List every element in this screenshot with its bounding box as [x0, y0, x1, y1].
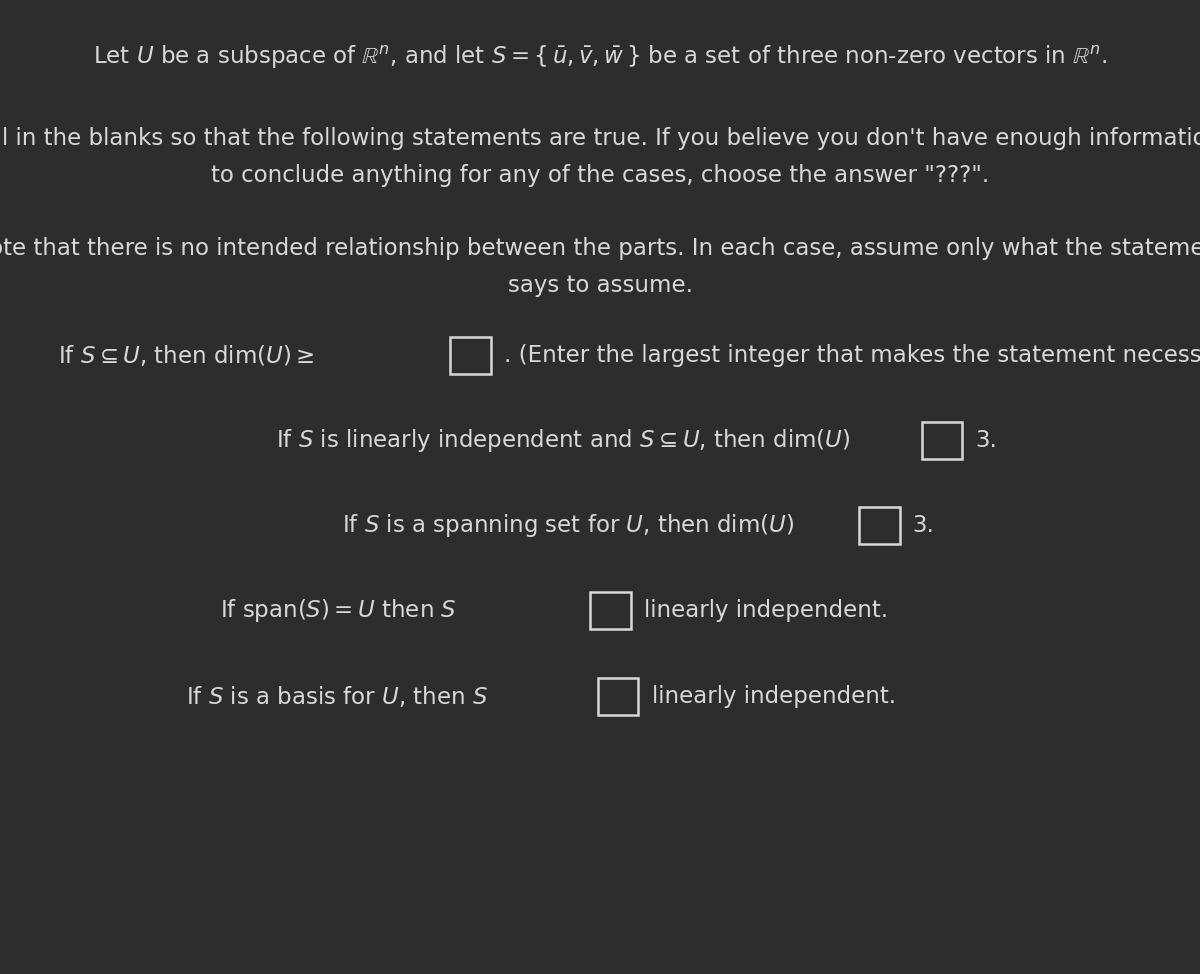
Text: If $S \subseteq U$, then $\mathrm{dim}(U) \geq$: If $S \subseteq U$, then $\mathrm{dim}(U…: [58, 343, 314, 368]
Text: to conclude anything for any of the cases, choose the answer "???".: to conclude anything for any of the case…: [211, 164, 989, 187]
Text: If $\mathrm{span}(S) = U$ then $S$: If $\mathrm{span}(S) = U$ then $S$: [220, 597, 456, 624]
Text: 3.: 3.: [912, 514, 934, 538]
FancyBboxPatch shape: [450, 337, 491, 374]
Text: 3.: 3.: [976, 429, 997, 452]
Text: If $S$ is linearly independent and $S \subseteq U$, then $\mathrm{dim}(U)$: If $S$ is linearly independent and $S \s…: [276, 427, 851, 454]
Text: says to assume.: says to assume.: [508, 274, 692, 297]
Text: Fill in the blanks so that the following statements are true. If you believe you: Fill in the blanks so that the following…: [0, 127, 1200, 150]
Text: linearly independent.: linearly independent.: [652, 685, 895, 708]
Text: . (Enter the largest integer that makes the statement necessarily true.): . (Enter the largest integer that makes …: [504, 344, 1200, 367]
FancyBboxPatch shape: [590, 592, 631, 629]
Text: linearly independent.: linearly independent.: [644, 599, 888, 622]
Text: If $S$ is a basis for $U$, then $S$: If $S$ is a basis for $U$, then $S$: [186, 684, 488, 709]
Text: If $S$ is a spanning set for $U$, then $\mathrm{dim}(U)$: If $S$ is a spanning set for $U$, then $…: [342, 512, 794, 540]
Text: Let $\mathit{U}$ be a subspace of $\mathbb{R}^n$, and let $\mathit{S} = \{\,\bar: Let $\mathit{U}$ be a subspace of $\math…: [92, 44, 1108, 71]
Text: Note that there is no intended relationship between the parts. In each case, ass: Note that there is no intended relations…: [0, 237, 1200, 260]
FancyBboxPatch shape: [598, 678, 638, 715]
FancyBboxPatch shape: [859, 507, 900, 544]
FancyBboxPatch shape: [922, 422, 962, 459]
